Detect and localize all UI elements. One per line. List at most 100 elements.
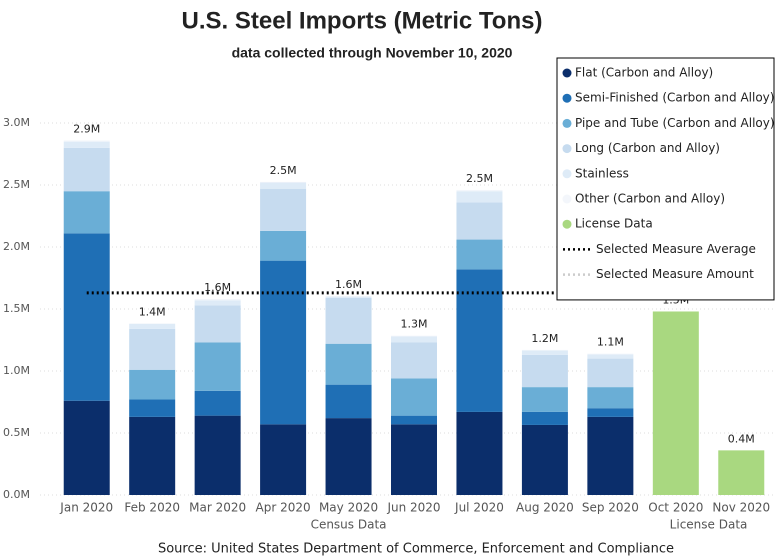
bar-segment (652, 311, 699, 495)
bar-segment (587, 353, 634, 355)
bar-segment (63, 233, 110, 401)
bar-segment (456, 239, 503, 270)
x-tick-label: Feb 2020 (124, 501, 180, 515)
chart-title: U.S. Steel Imports (Metric Tons) (182, 7, 543, 34)
bar-segment (260, 182, 307, 189)
bar-segment (129, 328, 176, 370)
x-group-label: Census Data (311, 518, 387, 532)
legend-label: Stainless (575, 166, 629, 180)
bar-segment (325, 296, 372, 298)
bar-segment (325, 343, 372, 385)
bar-segment (391, 335, 437, 337)
x-tick-label: Aug 2020 (516, 501, 574, 515)
bar-segment (194, 299, 241, 301)
bar-segment (391, 342, 437, 379)
legend-marker (562, 219, 572, 229)
bar-segment (391, 378, 437, 416)
y-tick-label: 3.0M (3, 116, 30, 129)
bar-segment (129, 399, 176, 417)
legend-marker (562, 68, 572, 78)
bar-segment (63, 400, 110, 495)
y-tick-label: 2.0M (3, 240, 30, 253)
x-tick-label: Oct 2020 (648, 501, 703, 515)
bar-segment (63, 140, 110, 142)
x-tick-label: Mar 2020 (189, 501, 246, 515)
legend-label: Other (Carbon and Alloy) (575, 192, 725, 206)
bar-segment (456, 189, 503, 192)
x-tick-label: Nov 2020 (712, 501, 770, 515)
bar-segment (456, 411, 503, 495)
data-label: 1.2M (531, 332, 558, 345)
y-tick-label: 1.5M (3, 302, 30, 315)
bar-segment (260, 181, 307, 183)
data-label: 1.6M (204, 281, 231, 294)
bar-segment (587, 354, 634, 359)
bar-segment (129, 416, 176, 495)
data-label: 2.9M (73, 122, 100, 135)
bar-segment (587, 408, 634, 417)
x-tick-label: Jun 2020 (386, 501, 440, 515)
bar-segment (63, 141, 110, 148)
data-label: 2.5M (466, 172, 493, 185)
legend-marker (562, 93, 572, 103)
bar-segment (194, 415, 241, 495)
legend-label: Long (Carbon and Alloy) (575, 141, 720, 155)
bar-segment (587, 387, 634, 409)
bar-segment (260, 188, 307, 231)
legend-marker (562, 144, 572, 154)
bar-segment (129, 323, 176, 324)
source-note: Source: United States Department of Comm… (158, 542, 674, 557)
bar-segment (325, 295, 372, 297)
bar-segment (260, 424, 307, 495)
bar-segment (391, 424, 437, 495)
y-tick-label: 2.5M (3, 178, 30, 191)
data-label: 1.4M (139, 305, 166, 318)
bar-segment (325, 297, 372, 344)
x-tick-label: Apr 2020 (256, 501, 311, 515)
bar-segment (521, 354, 568, 388)
bar-segment (718, 450, 765, 495)
bar-segment (325, 384, 372, 419)
data-label: 1.1M (597, 336, 624, 349)
bar-segment (521, 424, 568, 495)
bar-segment (521, 387, 568, 412)
bar-segment (587, 358, 634, 388)
data-label: 0.4M (728, 432, 755, 445)
legend-label: Pipe and Tube (Carbon and Alloy) (575, 116, 775, 130)
bar-segment (194, 390, 241, 416)
legend-label: License Data (575, 217, 653, 231)
data-label: 1.3M (401, 318, 428, 331)
bar-segment (587, 416, 634, 495)
data-label: 1.6M (335, 278, 362, 291)
bar-segment (521, 411, 568, 425)
bar-segment (194, 305, 241, 343)
legend-label: Semi-Finished (Carbon and Alloy) (575, 91, 774, 105)
bar-segment (194, 342, 241, 391)
x-tick-label: Sep 2020 (582, 501, 639, 515)
x-tick-label: Jul 2020 (454, 501, 504, 515)
x-tick-label: May 2020 (319, 501, 378, 515)
x-group-label: License Data (670, 518, 748, 532)
bar-segment (456, 269, 503, 412)
bar-segment (521, 349, 568, 351)
legend-marker (562, 169, 572, 179)
bar-segment (521, 350, 568, 355)
x-tick-label: Jan 2020 (59, 501, 113, 515)
legend-marker (562, 118, 572, 128)
chart-subtitle: data collected through November 10, 2020 (232, 45, 513, 61)
legend-label: Selected Measure Average (596, 242, 756, 256)
y-tick-label: 0.0M (3, 488, 30, 501)
y-tick-label: 0.5M (3, 426, 30, 439)
data-label: 2.5M (270, 164, 297, 177)
legend-box (556, 57, 775, 301)
bar-segment (260, 230, 307, 261)
bar-segment (391, 415, 437, 425)
legend-label: Flat (Carbon and Alloy) (575, 66, 713, 80)
bar-segment (325, 418, 372, 495)
bar-segment (260, 260, 307, 425)
y-tick-label: 1.0M (3, 364, 30, 377)
bar-segment (63, 191, 110, 234)
bar-segment (129, 323, 176, 329)
bar-segment (129, 369, 176, 400)
